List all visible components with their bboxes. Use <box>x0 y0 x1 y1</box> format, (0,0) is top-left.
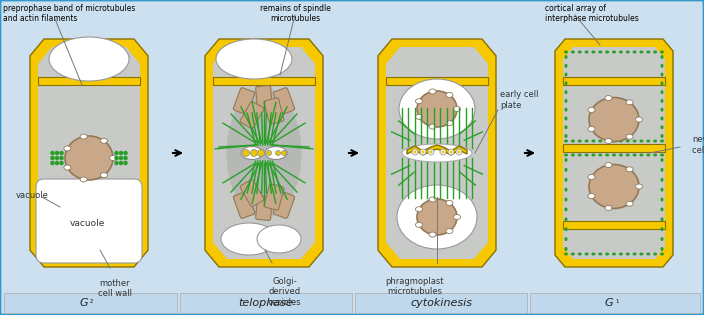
Ellipse shape <box>420 149 426 155</box>
Ellipse shape <box>65 136 113 180</box>
Ellipse shape <box>660 117 663 120</box>
Ellipse shape <box>429 197 436 202</box>
Ellipse shape <box>123 151 127 155</box>
Ellipse shape <box>633 153 636 157</box>
Bar <box>530 293 700 313</box>
Ellipse shape <box>397 185 477 249</box>
Text: early cell
plate: early cell plate <box>500 90 539 110</box>
Ellipse shape <box>660 55 663 59</box>
Ellipse shape <box>241 146 263 159</box>
Ellipse shape <box>589 164 639 209</box>
Ellipse shape <box>605 95 612 100</box>
Ellipse shape <box>660 108 663 112</box>
Ellipse shape <box>114 156 119 160</box>
Ellipse shape <box>571 50 575 54</box>
Ellipse shape <box>660 134 663 138</box>
Ellipse shape <box>584 153 589 157</box>
Ellipse shape <box>612 153 616 157</box>
Ellipse shape <box>49 37 129 81</box>
FancyBboxPatch shape <box>273 88 295 114</box>
Ellipse shape <box>571 140 575 142</box>
FancyBboxPatch shape <box>233 192 255 218</box>
Ellipse shape <box>589 98 639 141</box>
Ellipse shape <box>446 200 453 205</box>
Ellipse shape <box>612 253 616 255</box>
Ellipse shape <box>605 253 609 255</box>
Ellipse shape <box>598 153 603 157</box>
Ellipse shape <box>110 156 116 161</box>
Ellipse shape <box>422 151 425 153</box>
Ellipse shape <box>565 108 567 112</box>
Ellipse shape <box>275 151 280 156</box>
Ellipse shape <box>449 151 453 153</box>
Ellipse shape <box>619 50 623 54</box>
Ellipse shape <box>258 150 265 157</box>
Ellipse shape <box>626 100 633 105</box>
Ellipse shape <box>660 140 664 142</box>
Ellipse shape <box>429 232 436 237</box>
Ellipse shape <box>584 253 589 255</box>
Ellipse shape <box>446 121 453 126</box>
Text: vacuole: vacuole <box>16 191 49 199</box>
Ellipse shape <box>415 114 422 119</box>
FancyBboxPatch shape <box>233 88 255 114</box>
Text: telophase: telophase <box>239 298 294 308</box>
Ellipse shape <box>453 106 460 112</box>
Ellipse shape <box>588 175 595 180</box>
Ellipse shape <box>123 156 127 160</box>
Ellipse shape <box>626 140 629 142</box>
Ellipse shape <box>578 153 582 157</box>
Ellipse shape <box>565 125 567 129</box>
Bar <box>38 77 140 85</box>
Ellipse shape <box>119 151 123 155</box>
Polygon shape <box>38 47 140 259</box>
Ellipse shape <box>653 50 657 54</box>
Ellipse shape <box>399 79 475 139</box>
Ellipse shape <box>660 188 663 192</box>
Ellipse shape <box>591 50 596 54</box>
Ellipse shape <box>605 50 609 54</box>
Ellipse shape <box>55 156 59 160</box>
Ellipse shape <box>64 146 71 151</box>
Ellipse shape <box>619 140 623 142</box>
Ellipse shape <box>605 205 612 210</box>
Ellipse shape <box>282 151 287 156</box>
Polygon shape <box>213 47 315 259</box>
Ellipse shape <box>660 198 663 202</box>
Ellipse shape <box>565 247 567 251</box>
Ellipse shape <box>653 153 657 157</box>
Ellipse shape <box>429 124 436 129</box>
Ellipse shape <box>660 247 663 251</box>
Ellipse shape <box>59 161 64 165</box>
FancyBboxPatch shape <box>240 180 264 207</box>
Ellipse shape <box>564 153 568 157</box>
Ellipse shape <box>612 140 616 142</box>
Ellipse shape <box>660 50 664 54</box>
Ellipse shape <box>598 50 603 54</box>
Ellipse shape <box>660 153 664 157</box>
Ellipse shape <box>59 156 64 160</box>
Ellipse shape <box>565 64 567 68</box>
Ellipse shape <box>646 153 650 157</box>
Ellipse shape <box>584 50 589 54</box>
Ellipse shape <box>653 253 657 255</box>
Text: remains of spindle
microtubules: remains of spindle microtubules <box>260 4 330 23</box>
Ellipse shape <box>565 188 567 192</box>
Text: phragmoplast
microtubules: phragmoplast microtubules <box>386 277 444 296</box>
Polygon shape <box>30 39 148 267</box>
Ellipse shape <box>660 237 663 241</box>
Ellipse shape <box>633 253 636 255</box>
Ellipse shape <box>448 149 454 155</box>
Ellipse shape <box>564 140 568 142</box>
FancyBboxPatch shape <box>256 196 272 220</box>
Bar <box>563 77 665 85</box>
Ellipse shape <box>565 99 567 103</box>
Ellipse shape <box>565 208 567 211</box>
Ellipse shape <box>660 90 663 94</box>
Ellipse shape <box>605 163 612 168</box>
Ellipse shape <box>458 151 460 153</box>
Ellipse shape <box>565 227 567 231</box>
FancyBboxPatch shape <box>264 98 284 124</box>
Ellipse shape <box>619 253 623 255</box>
